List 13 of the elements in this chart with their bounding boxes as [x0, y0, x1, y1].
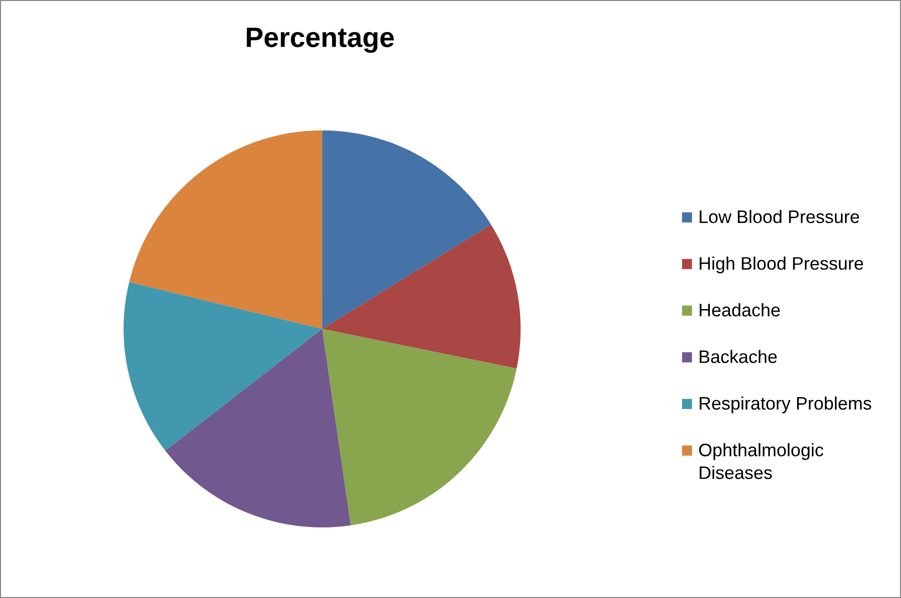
legend-label: High Blood Pressure [700, 256, 864, 274]
pie-slice [124, 282, 322, 451]
legend-label: Ophthalmologic Diseases [699, 443, 824, 480]
legend-label: Low Blood Pressure [700, 210, 860, 224]
pie-slice [165, 328, 351, 528]
chart-title: Percentage [246, 28, 394, 53]
legend-label: Respiratory Problems [700, 396, 872, 414]
pie-slice [322, 328, 517, 526]
legend-label: Headache [700, 303, 780, 316]
legend-label: Backache [700, 350, 777, 364]
pie-slice [322, 130, 492, 329]
pie-slice [129, 130, 322, 329]
pie-slice [322, 224, 521, 369]
